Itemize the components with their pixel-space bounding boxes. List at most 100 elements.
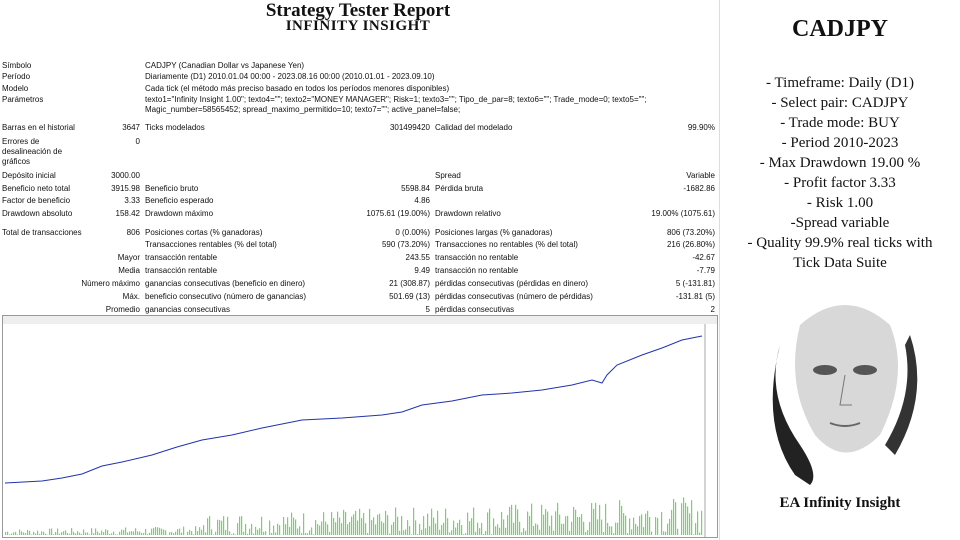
row-value: 3000.00: [111, 171, 140, 180]
row-label: Depósito inicial: [2, 171, 56, 180]
volume-bar: [395, 507, 397, 535]
row-label: Errores de desalineación de gráficos: [2, 137, 63, 166]
eye: [813, 365, 837, 375]
volume-bar: [437, 510, 439, 535]
volume-bar: [699, 532, 701, 535]
volume-bar: [549, 525, 551, 535]
volume-bar: [245, 523, 247, 535]
volume-bar: [493, 518, 495, 535]
volume-bar: [687, 506, 689, 535]
volume-bar: [287, 517, 289, 535]
volume-bar: [393, 522, 395, 535]
volume-bar: [623, 513, 625, 535]
volume-bar: [311, 527, 313, 535]
volume-bar: [641, 514, 643, 535]
row-label: transacción rentable: [145, 266, 218, 275]
row-label: Símbolo: [2, 61, 32, 70]
row-value: -7.79: [696, 266, 715, 275]
volume-bar: [75, 533, 77, 535]
volume-bar: [95, 528, 97, 535]
row-label: Drawdown relativo: [435, 209, 501, 218]
row-label: Beneficio bruto: [145, 184, 199, 193]
volume-bar: [123, 529, 125, 535]
volume-bar: [509, 506, 511, 535]
row-label: Total de transacciones: [2, 228, 82, 237]
volume-bar: [403, 530, 405, 535]
volume-bar: [295, 519, 297, 535]
volume-bar: [357, 520, 359, 535]
volume-bar: [535, 523, 537, 535]
volume-bar: [137, 531, 139, 535]
row-label: CADJPY (Canadian Dollar vs Japanese Yen): [145, 61, 305, 70]
row-value: Promedio: [105, 305, 140, 314]
volume-bar: [407, 520, 409, 535]
row-label: Spread: [435, 171, 461, 180]
volume-bar: [199, 527, 201, 535]
row-value: Variable: [686, 171, 715, 180]
volume-bar: [121, 529, 123, 535]
volume-bar: [25, 533, 27, 535]
volume-bar: [467, 512, 469, 535]
volume-bar: [381, 521, 383, 535]
volume-bar: [91, 528, 93, 535]
volume-bar: [147, 533, 149, 535]
sidebar-title: CADJPY: [792, 16, 888, 42]
volume-bar: [61, 532, 63, 535]
row-value: 301499420: [389, 123, 430, 132]
balance-line: [4, 335, 703, 484]
volume-bar: [49, 528, 51, 535]
volume-bar: [83, 529, 85, 535]
volume-bar: [141, 532, 143, 535]
volume-bar: [279, 525, 281, 535]
caption: EA Infinity Insight: [779, 495, 901, 511]
volume-bar: [405, 529, 407, 535]
volume-bar: [385, 510, 387, 535]
volume-bar: [583, 521, 585, 535]
volume-bar: [447, 518, 449, 535]
volume-bar: [285, 524, 287, 535]
volume-bar: [53, 534, 55, 535]
volume-bar: [343, 509, 345, 535]
volume-bar: [539, 529, 541, 535]
volume-bar: [317, 524, 319, 535]
volume-bar: [325, 521, 327, 535]
volume-bar: [271, 532, 273, 535]
volume-bar: [647, 510, 649, 535]
volume-bar: [299, 526, 301, 535]
row-value: Máx.: [122, 292, 140, 301]
volume-bar: [7, 531, 9, 535]
volume-bar: [93, 533, 95, 535]
row-value: 5598.84: [401, 184, 430, 193]
chart-header: [3, 316, 717, 324]
row-value: Mayor: [117, 253, 140, 262]
row-label: Beneficio neto total: [2, 184, 71, 193]
volume-bar: [223, 516, 225, 535]
volume-bar: [523, 528, 525, 535]
volume-bar: [323, 512, 325, 535]
row-label: Drawdown absoluto: [2, 209, 73, 218]
volume-bar: [277, 523, 279, 535]
volume-bar: [455, 527, 457, 535]
volume-bar: [487, 512, 489, 535]
volume-bar: [331, 512, 333, 535]
report-panel: Strategy Tester Report INFINITY INSIGHT …: [2, 0, 720, 540]
volume-bar: [683, 497, 685, 535]
volume-bar: [473, 507, 475, 535]
volume-bar: [513, 522, 515, 535]
volume-bar: [309, 530, 311, 535]
volume-bar: [503, 519, 505, 535]
feature-line: - Period 2010-2023: [781, 135, 899, 151]
row-value: -42.67: [692, 253, 715, 262]
volume-bar: [423, 516, 425, 535]
logo-art: [772, 305, 918, 485]
volume-bar: [297, 528, 299, 535]
volume-bar: [369, 508, 371, 535]
volume-bar: [259, 528, 261, 535]
volume-bar: [291, 512, 293, 535]
volume-bar: [197, 530, 199, 535]
volume-bar: [163, 529, 165, 535]
volume-bar: [181, 532, 183, 535]
volume-bar: [461, 525, 463, 535]
volume-bar: [525, 530, 527, 535]
volume-bar: [471, 518, 473, 535]
